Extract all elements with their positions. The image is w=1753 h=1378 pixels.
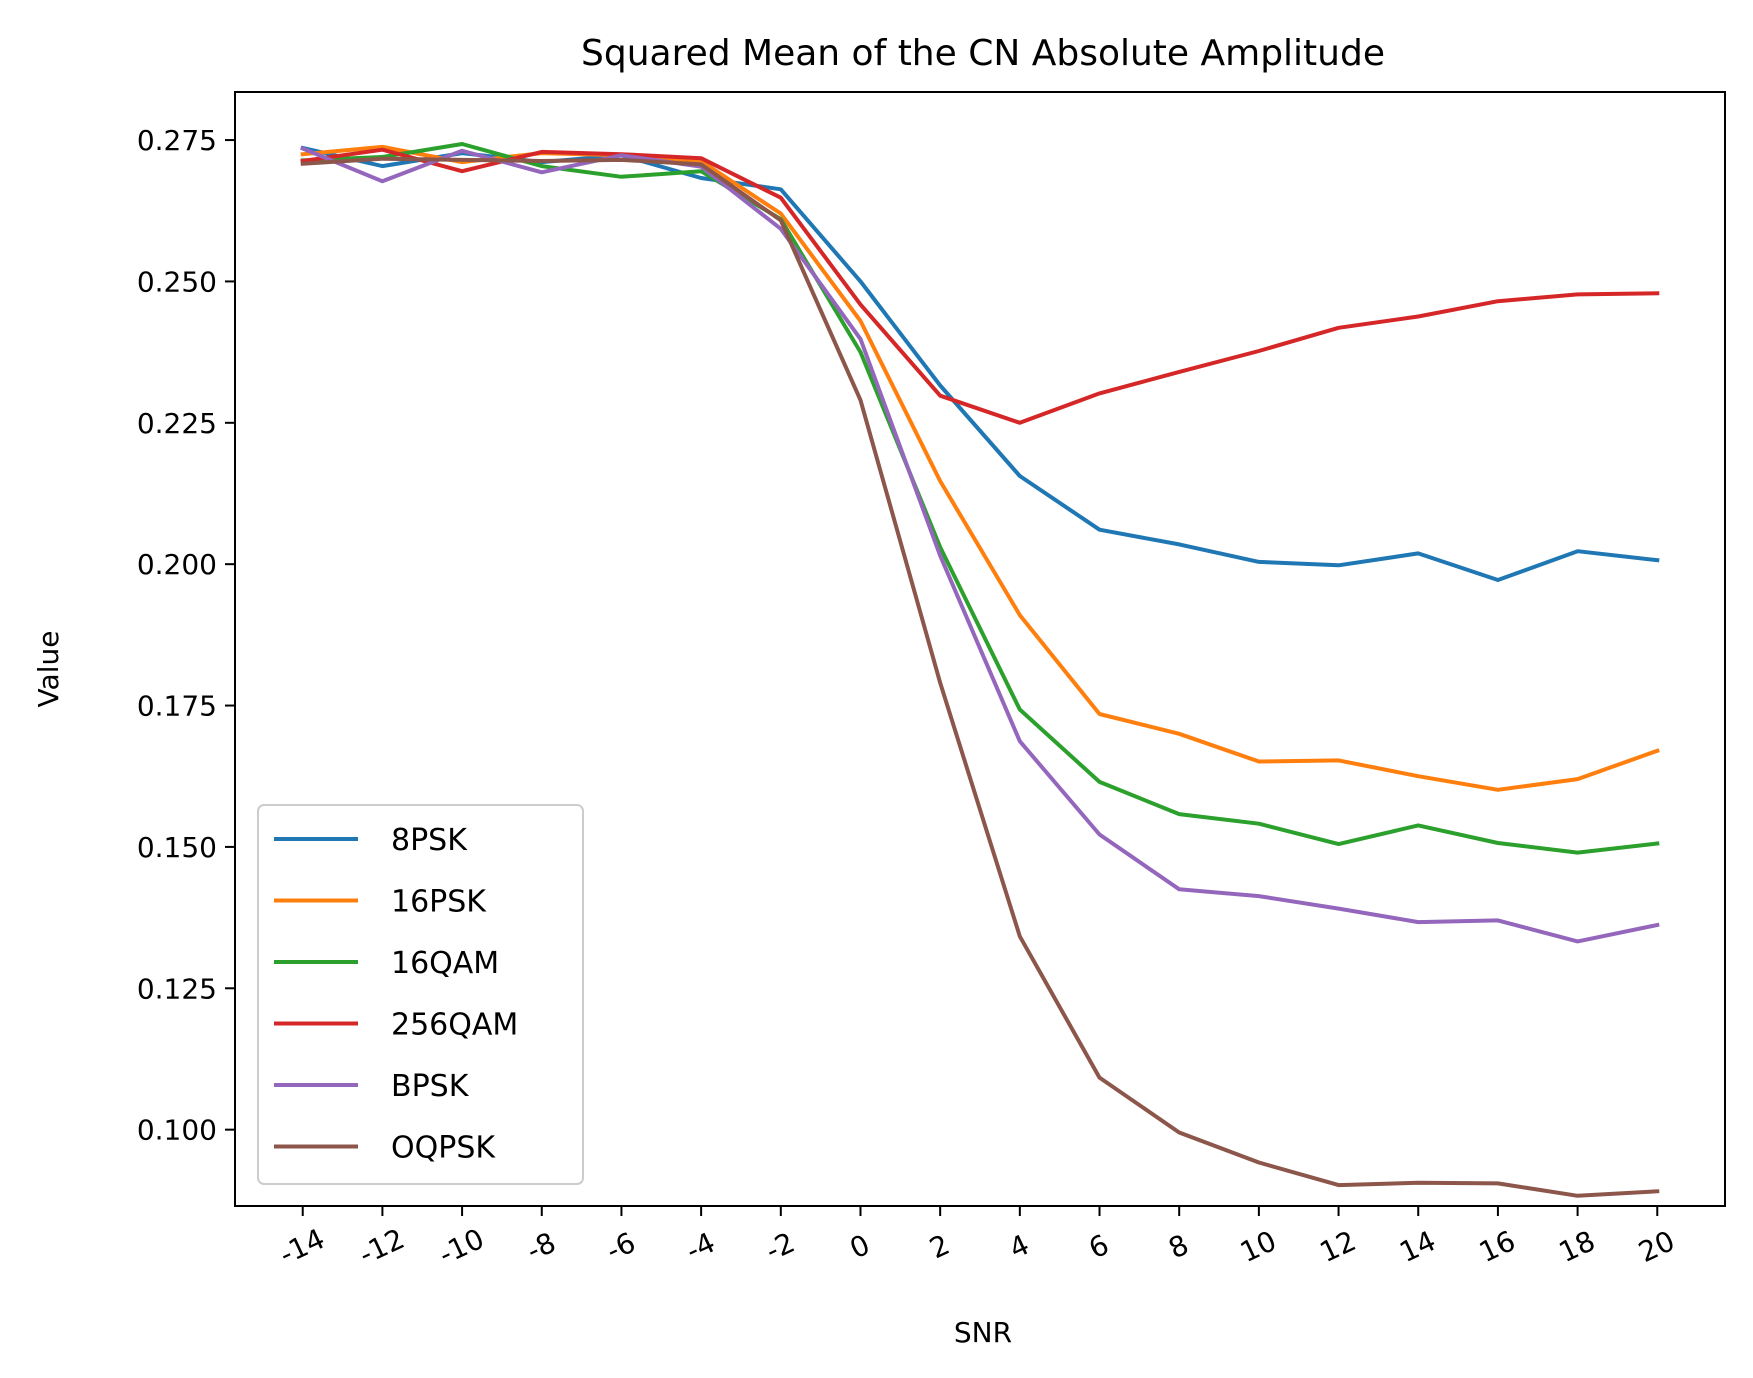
legend-label-8psk: 8PSK (391, 823, 468, 858)
legend-label-bpsk: BPSK (391, 1069, 470, 1104)
series-line-256qam (300, 147, 1660, 425)
x-axis-label: SNR (954, 1316, 1012, 1349)
y-axis-label: Value (32, 631, 65, 708)
y-tick-label: 0.125 (137, 972, 217, 1005)
legend-box (257, 804, 584, 1185)
y-tick-label: 0.150 (137, 831, 217, 864)
plot-frame (234, 91, 1726, 1207)
legend-label-256qam: 256QAM (391, 1008, 518, 1043)
y-tick-label: 0.100 (137, 1114, 217, 1147)
y-tick-label: 0.225 (137, 407, 217, 440)
plot-area (300, 142, 1660, 1198)
legend: 8PSK 16PSK 16QAM 256QAM BPSK OQPSK (257, 804, 584, 1185)
y-tick-label: 0.250 (137, 265, 217, 298)
legend-label-oqpsk: OQPSK (391, 1131, 496, 1166)
y-tick-label: 0.175 (137, 690, 217, 723)
chart-title: Squared Mean of the CN Absolute Amplitud… (581, 33, 1385, 74)
legend-label-16psk: 16PSK (391, 885, 487, 920)
series-line-bpsk (300, 145, 1660, 944)
y-tick-label: 0.275 (137, 124, 217, 157)
y-tick-label: 0.200 (137, 548, 217, 581)
legend-label-16qam: 16QAM (391, 946, 499, 981)
series-line-oqpsk (300, 156, 1660, 1198)
